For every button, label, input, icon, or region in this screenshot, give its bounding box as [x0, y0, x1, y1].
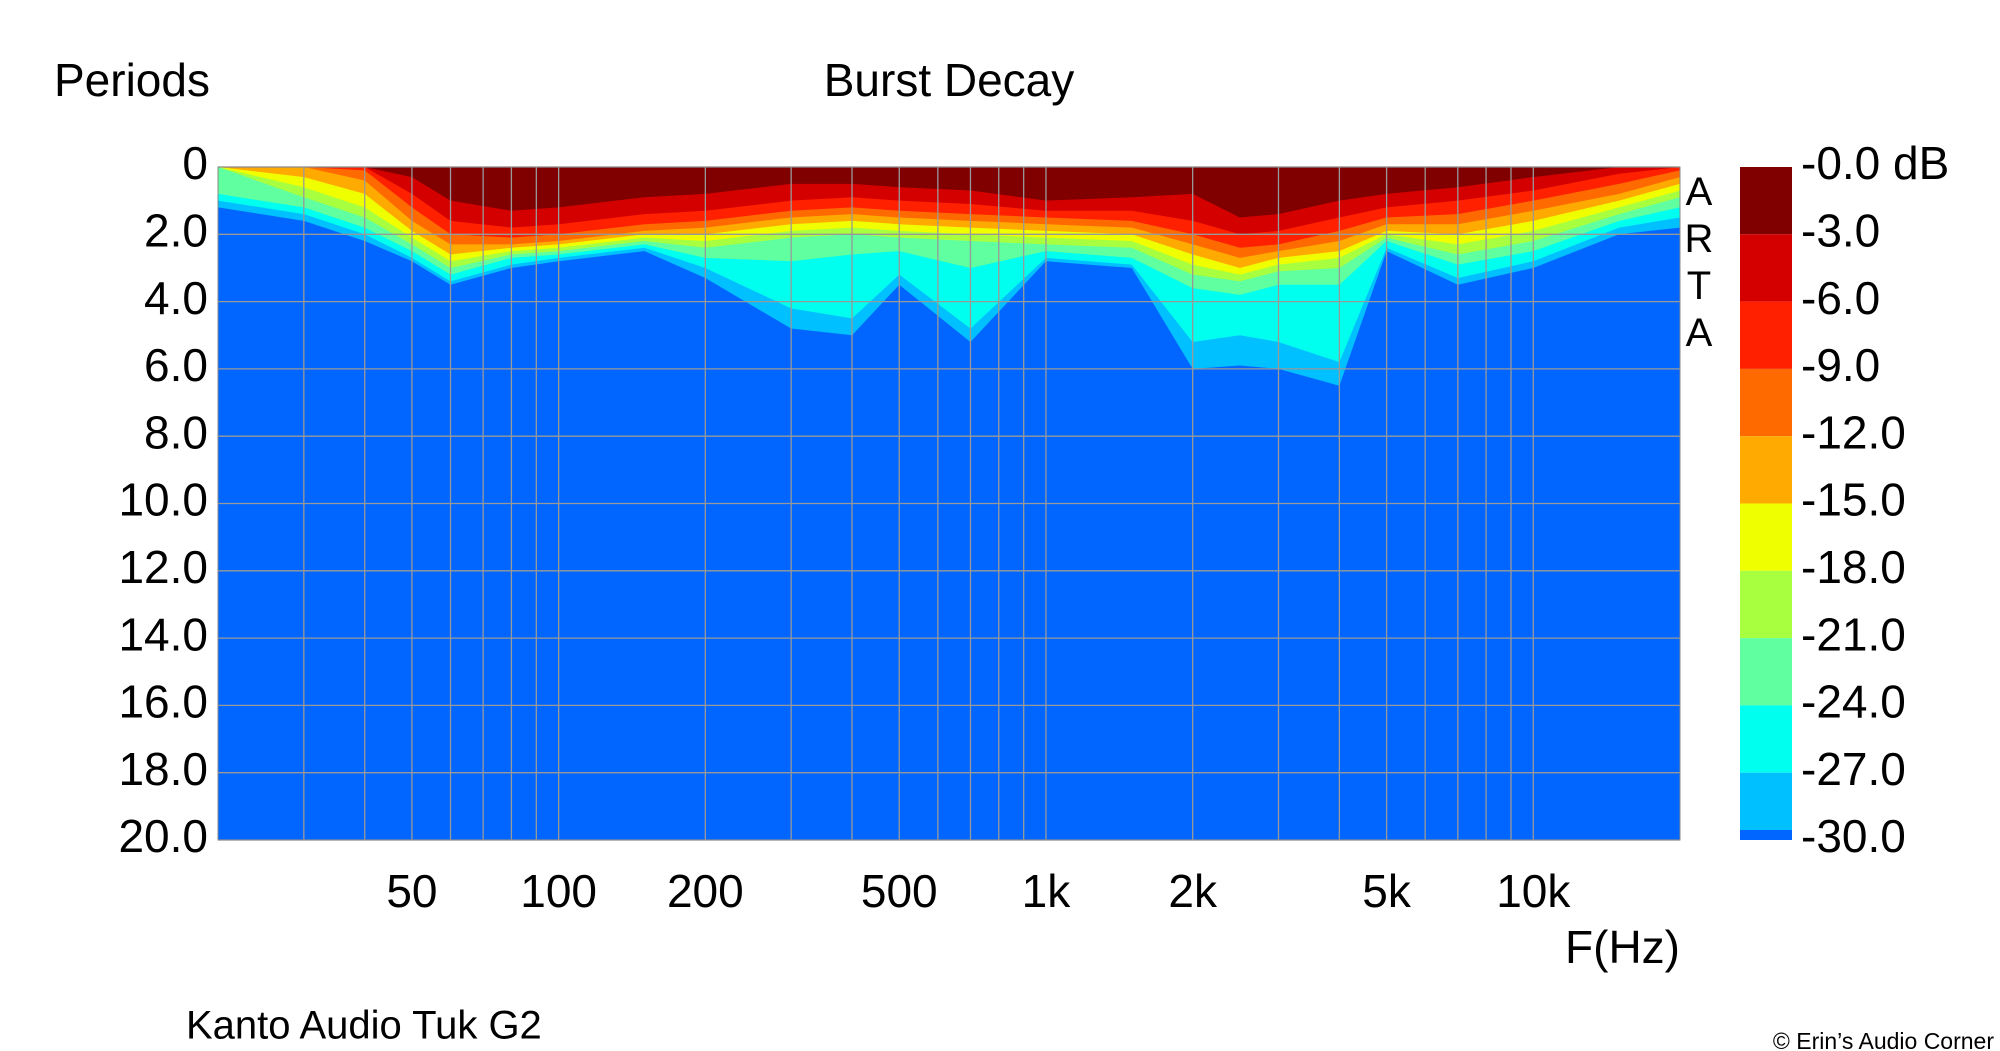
x-tick-label: 2k: [1168, 865, 1218, 917]
y-tick-label: 14.0: [118, 608, 208, 660]
colorbar-floor: [1740, 830, 1792, 840]
x-tick-label: 10k: [1496, 865, 1571, 917]
x-axis-label: F(Hz): [1565, 921, 1680, 973]
colorbar-label: -18.0: [1801, 541, 1906, 593]
colorbar-label: -27.0: [1801, 743, 1906, 795]
y-axis-label: Periods: [54, 54, 210, 106]
colorbar-band: [1740, 167, 1792, 235]
colorbar-label: -12.0: [1801, 406, 1906, 458]
colorbar-label: -6.0: [1801, 272, 1880, 324]
y-tick-label: 20.0: [118, 810, 208, 862]
colorbar-label: -30.0: [1801, 810, 1906, 862]
colorbar-band: [1740, 638, 1792, 706]
y-tick-label: 4.0: [144, 272, 208, 324]
colorbar-band: [1740, 705, 1792, 773]
colorbar-label: -15.0: [1801, 474, 1906, 526]
x-tick-label: 500: [861, 865, 938, 917]
colorbar-band: [1740, 772, 1792, 840]
colorbar-label: -3.0: [1801, 204, 1880, 256]
colorbar-band: [1740, 503, 1792, 571]
y-tick-label: 16.0: [118, 676, 208, 728]
colorbar-band: [1740, 234, 1792, 302]
y-tick-label: 18.0: [118, 743, 208, 795]
plot-frame: [217, 166, 1681, 841]
y-tick-label: 12.0: [118, 541, 208, 593]
colorbar-label: -0.0 dB: [1801, 137, 1949, 189]
colorbar-label: -9.0: [1801, 339, 1880, 391]
x-tick-label: 1k: [1022, 865, 1072, 917]
colorbar-label: -24.0: [1801, 676, 1906, 728]
chart-title: Burst Decay: [824, 54, 1075, 106]
x-tick-label: 100: [520, 865, 597, 917]
subtitle: Kanto Audio Tuk G2: [186, 1004, 542, 1048]
x-tick-label: 50: [386, 865, 437, 917]
y-tick-label: 2.0: [144, 204, 208, 256]
y-tick-label: 10.0: [118, 474, 208, 526]
colorbar-band: [1740, 301, 1792, 369]
y-tick-label: 0: [182, 137, 208, 189]
watermark: ARTA: [1677, 170, 1721, 358]
colorbar-band: [1740, 436, 1792, 504]
y-tick-label: 6.0: [144, 339, 208, 391]
decay-contour: [218, 167, 1680, 218]
colorbar-band: [1740, 368, 1792, 437]
colorbar-band: [1740, 570, 1792, 639]
x-tick-label: 200: [667, 865, 744, 917]
colorbar-label: -21.0: [1801, 608, 1906, 660]
y-tick-label: 8.0: [144, 406, 208, 458]
credit: © Erin’s Audio Corner: [1773, 1028, 1994, 1051]
x-tick-label: 5k: [1362, 865, 1412, 917]
